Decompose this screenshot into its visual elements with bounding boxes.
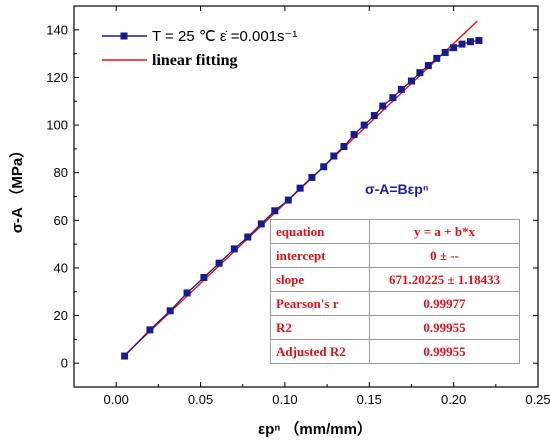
x-tick-label: 0.20 xyxy=(441,392,466,407)
y-tick-label: 0 xyxy=(61,356,68,371)
data-point xyxy=(330,152,338,160)
legend-series-marker xyxy=(120,32,128,40)
data-point xyxy=(379,102,387,110)
data-point xyxy=(215,259,223,267)
y-tick-label: 20 xyxy=(54,308,68,323)
axis-ticks: 0.00 0.05 0.10 0.15 0.20 0.25 0 20 40 60 80 100 120 1… xyxy=(46,6,550,407)
data-series-layer xyxy=(121,37,483,360)
fit-table-value: y = a + b*x xyxy=(369,219,520,244)
data-point xyxy=(424,62,432,70)
data-point xyxy=(271,207,279,215)
fit-table-label: equation xyxy=(269,219,371,244)
data-point xyxy=(284,196,292,204)
data-point xyxy=(257,220,265,228)
fit-table-label: intercept xyxy=(269,243,371,268)
data-point xyxy=(433,54,441,62)
data-point xyxy=(389,94,397,102)
y-tick-label: 80 xyxy=(54,165,68,180)
fit-table-row: slope 671.20225 ± 1.18433 xyxy=(269,267,520,292)
x-tick-label: 0.10 xyxy=(272,392,297,407)
fit-table-label: slope xyxy=(269,267,371,292)
data-point xyxy=(407,77,415,85)
fit-table-label: Pearson's r xyxy=(269,291,371,316)
fit-table-row: Adjusted R2 0.99955 xyxy=(269,339,520,364)
data-point xyxy=(475,37,483,45)
fit-table-value: 0.99955 xyxy=(369,315,520,340)
y-tick-label: 40 xyxy=(54,260,68,275)
data-point xyxy=(416,69,424,77)
fit-table-value: 671.20225 ± 1.18433 xyxy=(369,267,520,292)
data-point xyxy=(467,38,475,46)
data-point xyxy=(350,131,358,139)
y-tick-label: 60 xyxy=(54,213,68,228)
fit-table-label: Adjusted R2 xyxy=(269,339,371,364)
data-point xyxy=(360,121,368,129)
data-point xyxy=(320,163,328,171)
data-point xyxy=(450,44,458,52)
fit-table-row: intercept 0 ± -- xyxy=(269,243,520,268)
data-point xyxy=(296,184,304,192)
formula-annotation: σ-A=Bεpⁿ xyxy=(365,181,428,197)
legend-series-label: T = 25 ℃ ε̇ =0.001s⁻¹ xyxy=(152,28,297,45)
y-tick-label: 100 xyxy=(46,118,68,133)
x-tick-label: 0.00 xyxy=(104,392,129,407)
data-point xyxy=(370,112,378,120)
x-tick-label: 0.15 xyxy=(357,392,382,407)
fit-table-label: R2 xyxy=(269,315,371,340)
plot-frame xyxy=(73,5,539,388)
x-tick-label: 0.25 xyxy=(525,392,550,407)
data-point xyxy=(397,85,405,93)
data-point xyxy=(121,352,129,360)
fit-table-row: R2 0.99955 xyxy=(269,315,520,340)
fit-table-value: 0 ± -- xyxy=(369,243,520,268)
y-tick-label: 120 xyxy=(46,70,68,85)
legend-fit-label: linear fitting xyxy=(152,52,237,69)
data-point xyxy=(308,173,316,181)
data-point xyxy=(183,289,191,297)
fit-table-value: 0.99977 xyxy=(369,291,520,316)
data-point xyxy=(441,48,449,56)
data-point xyxy=(340,142,348,150)
legend: T = 25 ℃ ε̇ =0.001s⁻¹ linear fitting xyxy=(102,28,297,69)
fit-table-value: 0.99955 xyxy=(369,339,520,364)
y-tick-label: 140 xyxy=(46,22,68,37)
data-point xyxy=(200,273,208,281)
data-point xyxy=(458,40,466,48)
fit-table-row: Pearson's r 0.99977 xyxy=(269,291,520,316)
x-axis-label: εpⁿ （mm/mm） xyxy=(258,420,372,438)
data-point xyxy=(166,307,174,315)
data-point xyxy=(244,233,252,241)
data-point xyxy=(146,326,154,334)
x-tick-label: 0.05 xyxy=(188,392,213,407)
fit-results-table: equation y = a + b*x intercept 0 ± -- slope 6… xyxy=(269,219,520,364)
fit-table-row: equation y = a + b*x xyxy=(269,219,520,244)
y-axis-label: σ-A （MPa） xyxy=(8,143,26,234)
data-point xyxy=(230,245,238,253)
